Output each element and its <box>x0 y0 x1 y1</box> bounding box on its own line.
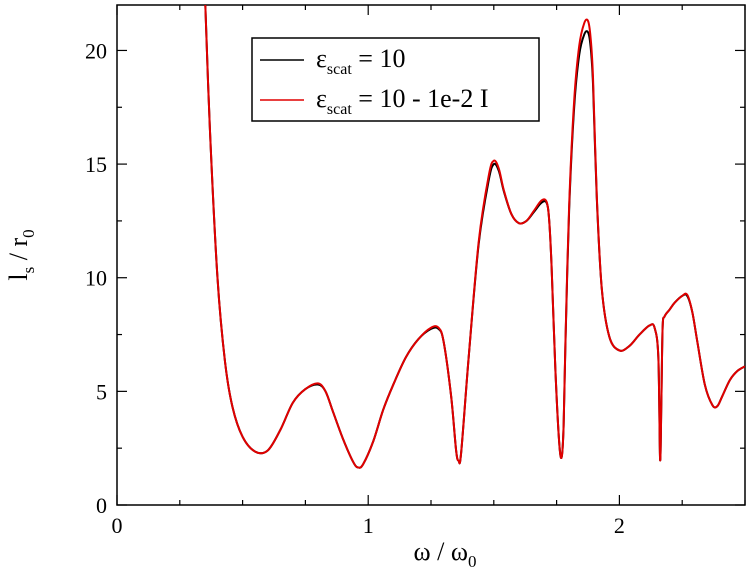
y-tick-label: 0 <box>96 493 107 518</box>
y-tick-label: 5 <box>96 379 107 404</box>
series-line-complex <box>204 5 745 469</box>
x-axis-label: ω / ω0 <box>414 537 477 571</box>
x-tick-label: 2 <box>614 513 625 538</box>
y-tick-label: 20 <box>85 38 107 63</box>
y-axis-label: ls / r0 <box>4 229 38 280</box>
legend: εscat = 10 εscat = 10 - 1e-2 I <box>251 37 540 122</box>
legend-label-real: εscat = 10 <box>316 44 405 78</box>
y-tick-label: 15 <box>85 152 107 177</box>
axis-ticks <box>116 5 746 506</box>
plot-area <box>116 4 746 506</box>
x-tick-label: 0 <box>112 513 123 538</box>
x-tick-label: 1 <box>363 513 374 538</box>
legend-box <box>251 37 540 122</box>
legend-label-complex: εscat = 10 - 1e-2 I <box>316 84 488 118</box>
series-layer <box>204 5 745 469</box>
y-tick-label: 10 <box>85 266 107 291</box>
